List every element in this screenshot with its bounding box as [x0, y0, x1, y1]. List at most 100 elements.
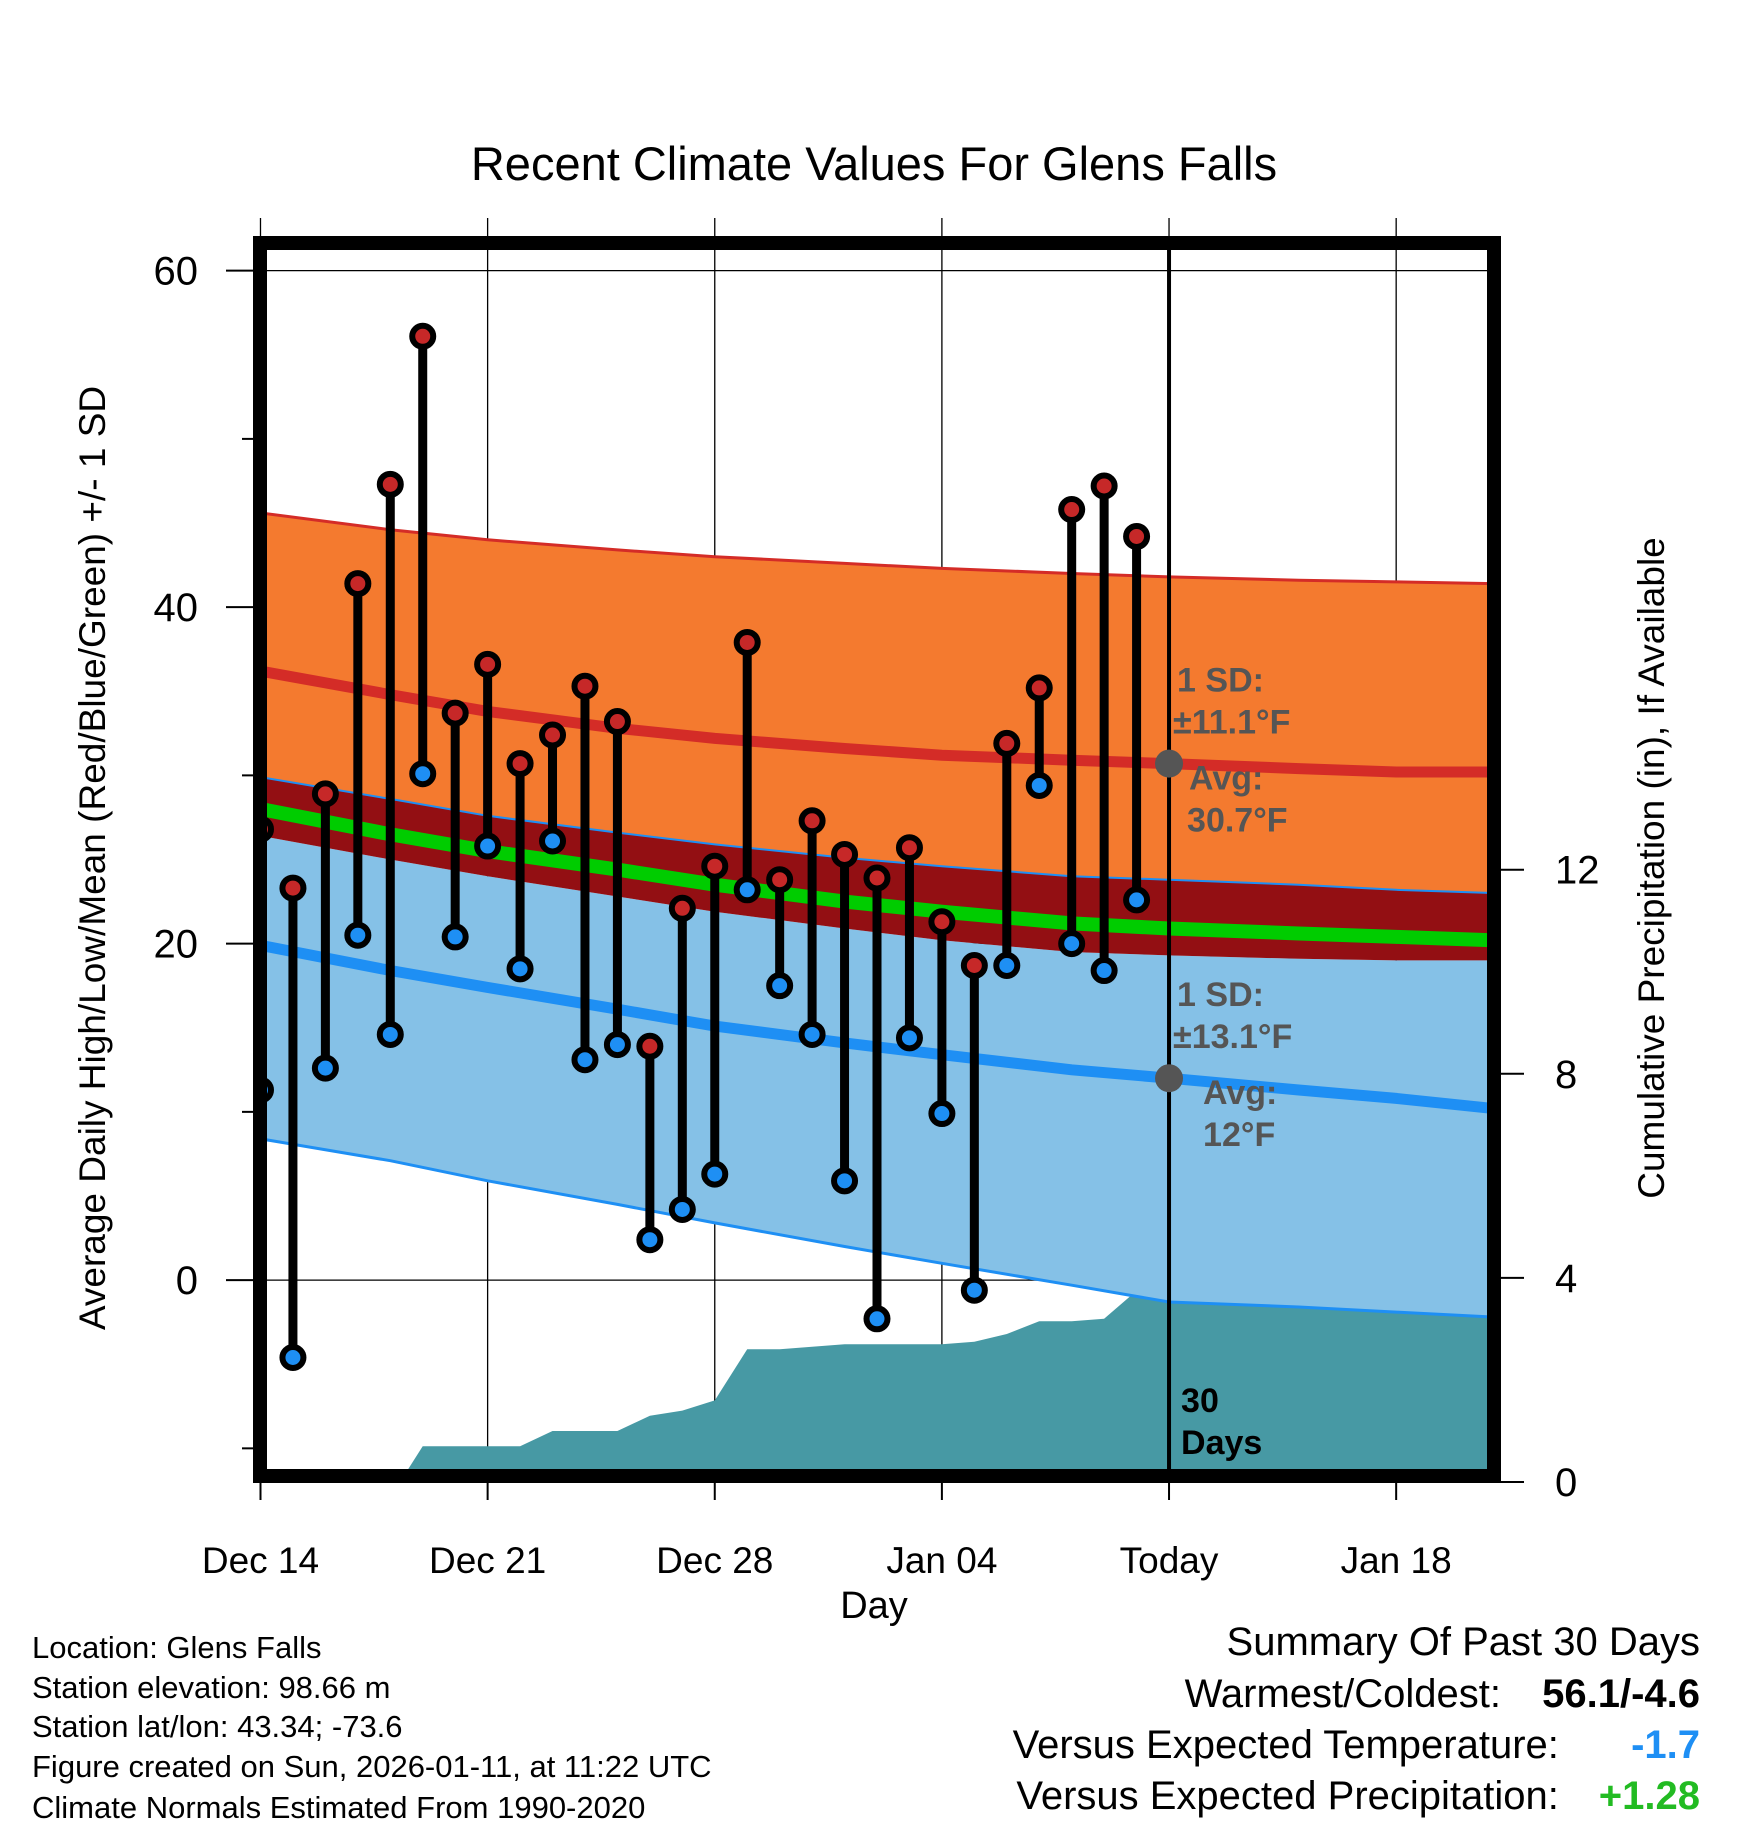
daily-low-marker: [474, 832, 502, 860]
daily-high-marker: [539, 721, 567, 749]
daily-bar: [733, 628, 761, 904]
low-avg-marker: [1155, 1064, 1184, 1093]
daily-low-marker: [831, 1167, 859, 1195]
summary-warmest-label: Warmest/Coldest:: [1184, 1672, 1501, 1716]
daily-high-marker: [474, 650, 502, 678]
daily-low-marker: [701, 1160, 729, 1188]
daily-bar: [311, 780, 339, 1082]
daily-low-marker: [185, 1189, 206, 1210]
daily-low-marker: [376, 1020, 404, 1048]
low-sd-label: 1 SD:: [1177, 976, 1264, 1014]
axes: 0 20 40 60 0 4 8 12 Dec 14 Dec 21 Dec 28 Jan 04 Toda…: [154, 250, 1600, 1581]
y2-tick-label: 0: [1555, 1461, 1577, 1505]
daily-bar: [668, 894, 696, 1223]
daily-high-marker: [571, 672, 599, 700]
daily-low-marker: [1090, 957, 1118, 985]
daily-low-marker: [539, 827, 567, 855]
daily-low-marker: [895, 1024, 923, 1052]
daily-high-marker: [668, 894, 696, 922]
daily-low-marker: [409, 760, 437, 788]
chart-title: Recent Climate Values For Glens Falls: [471, 137, 1277, 190]
daily-high-marker: [1025, 674, 1053, 702]
plot-frame: [253, 236, 1501, 1483]
daily-bar: [474, 650, 502, 860]
x-axis-label: Day: [840, 1585, 908, 1627]
info-normals: Climate Normals Estimated From 1990-2020: [32, 1790, 646, 1825]
summary-temp-value: -1.7: [1631, 1723, 1700, 1767]
daily-high-marker: [928, 908, 956, 936]
daily-bar: [1090, 472, 1118, 985]
daily-low-marker: [279, 1344, 307, 1371]
y-axis-label: Average Daily High/Low/Mean (Red/Blue/Gr…: [72, 386, 113, 1330]
y2-tick-label: 12: [1555, 849, 1600, 893]
daily-low-marker: [766, 972, 794, 1000]
daily-high-marker: [376, 470, 404, 498]
daily-high-marker: [344, 570, 372, 598]
daily-high-marker: [218, 768, 239, 789]
info-created: Figure created on Sun, 2026-01-11, at 11…: [32, 1749, 712, 1784]
daily-low-marker: [571, 1046, 599, 1074]
daily-high-marker: [993, 729, 1021, 757]
daily-bar: [863, 864, 891, 1333]
daily-high-marker: [1058, 496, 1086, 524]
daily-low-marker: [1123, 886, 1151, 914]
daily-high-marker: [636, 1032, 664, 1060]
daily-bar: [895, 834, 923, 1052]
daily-high-marker: [603, 708, 631, 736]
high-avg-label: Avg:: [1189, 760, 1263, 798]
daily-low-marker: [798, 1020, 826, 1048]
info-location: Location: Glens Falls: [32, 1630, 322, 1665]
y-tick-label: 60: [154, 250, 199, 294]
daily-low-marker: [733, 876, 761, 904]
plot-area: [185, 245, 1492, 1474]
daily-bar: [539, 721, 567, 855]
x-tick-label: Today: [1120, 1540, 1219, 1581]
daily-bar: [831, 840, 859, 1195]
precip-area: [405, 1290, 1492, 1474]
summary-title: Summary Of Past 30 Days: [1226, 1620, 1700, 1664]
daily-bar: [218, 768, 239, 900]
y2-axis-label: Cumulative Precipitation (in), If Availa…: [1631, 537, 1672, 1199]
daily-low-marker: [506, 955, 534, 983]
daily-bar: [1123, 522, 1151, 914]
daily-low-marker: [668, 1195, 696, 1223]
daily-low-marker: [993, 951, 1021, 979]
high-sd-label: 1 SD:: [1177, 662, 1264, 700]
y2-tick-label: 8: [1555, 1053, 1577, 1097]
daily-high-marker: [766, 866, 794, 894]
daily-high-marker: [701, 852, 729, 880]
daily-bar: [1058, 496, 1086, 958]
window-label-number: 30: [1181, 1382, 1219, 1420]
daily-high-marker: [441, 699, 469, 727]
daily-bar: [1025, 674, 1053, 799]
daily-bar: [993, 729, 1021, 979]
daily-bar: [571, 672, 599, 1074]
daily-high-marker: [279, 874, 307, 902]
y2-tick-label: 4: [1555, 1257, 1577, 1301]
daily-high-marker: [831, 840, 859, 868]
daily-bars: [185, 322, 1151, 1371]
summary-warmest-row: Warmest/Coldest: 56.1/-4.6: [1185, 1672, 1700, 1717]
daily-bar: [798, 807, 826, 1048]
x-tick-label: Dec 28: [656, 1540, 773, 1581]
annotations: 1 SD: ±11.1°F Avg: 30.7°F 1 SD: ±13.1°F Avg: 12…: [1155, 662, 1292, 1462]
daily-bar: [928, 908, 956, 1128]
daily-low-marker: [1025, 771, 1053, 799]
daily-high-marker: [1090, 472, 1118, 500]
high-sd-value: ±11.1°F: [1173, 704, 1290, 742]
low-avg-value: 12°F: [1203, 1116, 1275, 1154]
high-avg-marker: [1155, 749, 1184, 778]
daily-bar: [409, 322, 437, 788]
summary-precip-label: Versus Expected Precipitation:: [1016, 1774, 1559, 1818]
y-tick-label: 20: [154, 923, 199, 967]
daily-high-marker: [409, 322, 437, 350]
daily-low-marker: [218, 879, 239, 900]
high-sd-band: [262, 513, 1492, 894]
summary-temp-label: Versus Expected Temperature:: [1012, 1723, 1559, 1767]
summary-precip-value: +1.28: [1598, 1774, 1700, 1818]
daily-low-marker: [863, 1305, 891, 1333]
daily-low-marker: [1058, 930, 1086, 958]
daily-high-marker: [733, 628, 761, 656]
summary-temp-row: Versus Expected Temperature: -1.7: [1013, 1723, 1700, 1768]
daily-high-marker: [506, 750, 534, 778]
